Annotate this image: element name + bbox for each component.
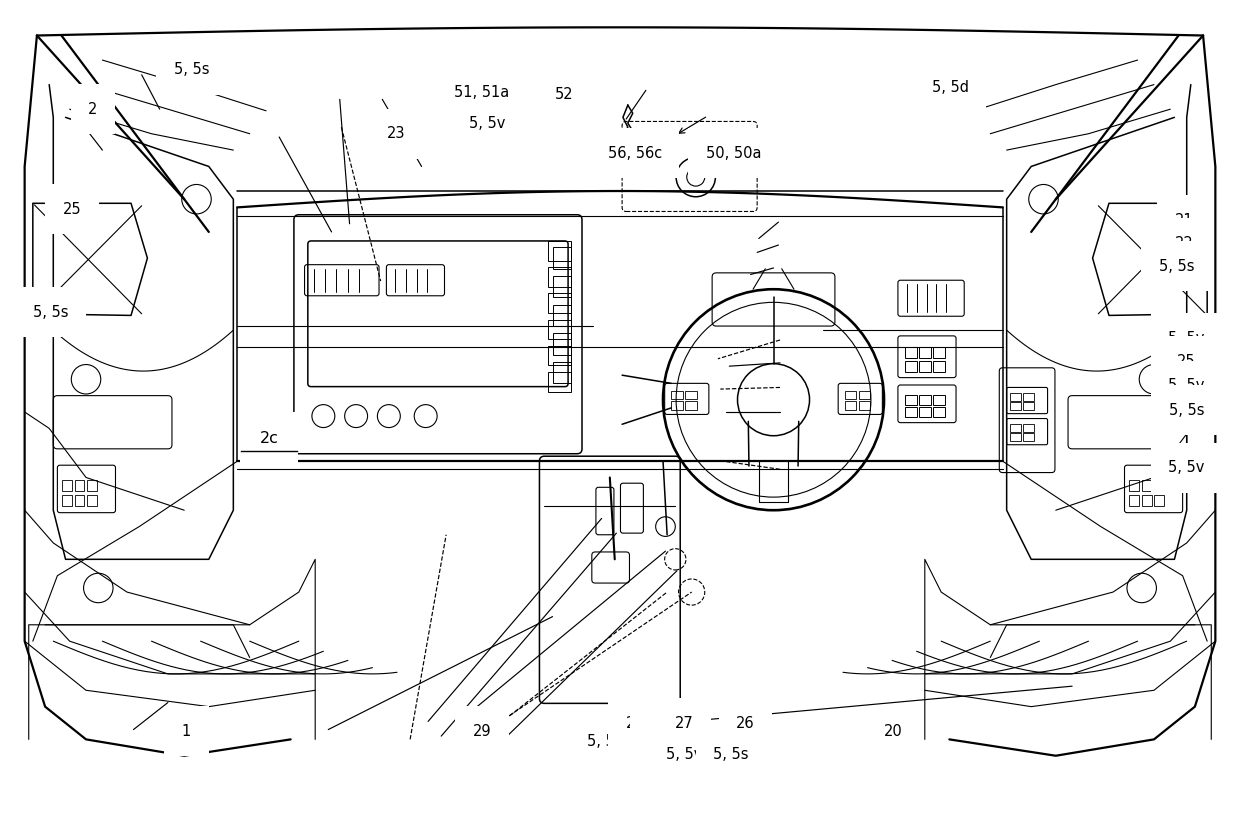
Bar bbox=[74, 494, 84, 506]
Text: 5, 5v: 5, 5v bbox=[666, 747, 702, 761]
Bar bbox=[934, 395, 945, 405]
Bar bbox=[1154, 494, 1164, 506]
Text: 5, 5v: 5, 5v bbox=[1168, 378, 1205, 393]
Text: 23: 23 bbox=[387, 126, 405, 141]
Bar bbox=[919, 407, 931, 417]
Bar bbox=[934, 407, 945, 417]
Bar bbox=[548, 241, 572, 260]
Bar bbox=[905, 407, 916, 417]
Bar bbox=[1142, 480, 1152, 491]
Text: 5, 5s: 5, 5s bbox=[713, 747, 749, 761]
Bar bbox=[671, 401, 683, 410]
Text: 5, 5d: 5, 5d bbox=[931, 81, 968, 96]
Bar bbox=[62, 494, 72, 506]
Bar bbox=[1009, 393, 1021, 400]
Bar bbox=[1154, 480, 1164, 491]
Bar bbox=[905, 395, 916, 405]
Bar bbox=[1009, 402, 1021, 410]
Text: 25: 25 bbox=[62, 202, 82, 217]
Text: 5, 5s: 5, 5s bbox=[33, 305, 68, 320]
Bar bbox=[858, 401, 870, 410]
Bar bbox=[1009, 424, 1021, 432]
Bar bbox=[1023, 393, 1034, 400]
Text: 5, 5s: 5, 5s bbox=[174, 63, 210, 77]
Text: 50, 50a: 50, 50a bbox=[706, 146, 761, 161]
Bar bbox=[905, 361, 916, 372]
Bar bbox=[1023, 424, 1034, 432]
Text: 21: 21 bbox=[1174, 213, 1193, 228]
Bar bbox=[1009, 433, 1021, 441]
Bar bbox=[548, 346, 572, 365]
Bar bbox=[934, 348, 945, 358]
Bar bbox=[1142, 494, 1152, 506]
Bar bbox=[919, 395, 931, 405]
Text: 24: 24 bbox=[647, 730, 666, 745]
Bar bbox=[844, 401, 856, 410]
Bar bbox=[87, 480, 97, 491]
Text: 2c: 2c bbox=[259, 431, 279, 446]
Bar bbox=[553, 362, 570, 383]
Bar bbox=[686, 391, 697, 399]
Bar bbox=[548, 320, 572, 339]
Text: 20: 20 bbox=[884, 723, 903, 738]
Bar bbox=[934, 361, 945, 372]
Bar bbox=[87, 494, 97, 506]
Text: 56, 56c: 56, 56c bbox=[608, 146, 662, 161]
Bar bbox=[919, 361, 931, 372]
Text: 5, 5v: 5, 5v bbox=[587, 733, 624, 748]
Bar bbox=[74, 480, 84, 491]
Text: 52: 52 bbox=[556, 87, 574, 102]
Text: 26: 26 bbox=[737, 715, 755, 731]
Bar bbox=[686, 401, 697, 410]
Bar bbox=[62, 480, 72, 491]
Bar bbox=[858, 391, 870, 399]
Text: 22: 22 bbox=[1174, 236, 1193, 250]
Bar bbox=[1130, 494, 1140, 506]
Text: 29: 29 bbox=[472, 723, 491, 738]
Bar bbox=[844, 391, 856, 399]
Bar bbox=[553, 247, 570, 269]
Text: 5, 5s: 5, 5s bbox=[1169, 403, 1204, 418]
Text: 5, 5v: 5, 5v bbox=[1168, 331, 1205, 346]
Bar bbox=[548, 293, 572, 313]
Bar bbox=[548, 372, 572, 391]
Bar bbox=[548, 267, 572, 287]
Bar bbox=[905, 348, 916, 358]
Bar bbox=[553, 276, 570, 297]
Text: 5, 5v: 5, 5v bbox=[1168, 460, 1205, 475]
Text: 2: 2 bbox=[88, 101, 98, 117]
Text: 51, 51a: 51, 51a bbox=[454, 86, 510, 101]
Bar bbox=[671, 391, 683, 399]
Bar bbox=[919, 348, 931, 358]
Text: 5, 5v: 5, 5v bbox=[469, 116, 505, 131]
Bar bbox=[553, 305, 570, 326]
Text: 28: 28 bbox=[625, 715, 644, 731]
Text: 27: 27 bbox=[675, 715, 693, 731]
Bar bbox=[1130, 480, 1140, 491]
Text: 5, 5s: 5, 5s bbox=[1159, 259, 1194, 274]
Bar bbox=[1023, 402, 1034, 410]
Bar bbox=[553, 334, 570, 354]
Text: 25: 25 bbox=[1177, 353, 1195, 369]
Text: 1: 1 bbox=[182, 723, 191, 738]
Bar bbox=[1023, 433, 1034, 441]
